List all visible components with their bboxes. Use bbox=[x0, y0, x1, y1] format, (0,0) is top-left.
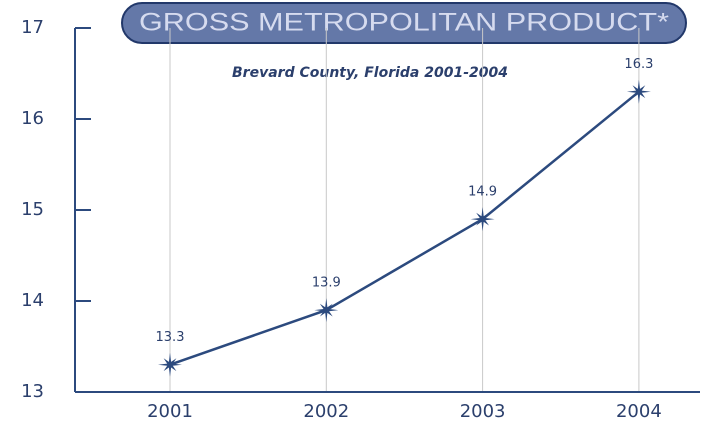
marker bbox=[158, 352, 182, 377]
y-tick-label: 15 bbox=[21, 199, 44, 220]
y-tick-label: 17 bbox=[21, 17, 44, 38]
data-label: 14.9 bbox=[468, 185, 497, 200]
marker bbox=[626, 79, 651, 104]
title-pill bbox=[121, 2, 687, 44]
y-tick-label: 16 bbox=[21, 108, 44, 129]
data-label: 16.3 bbox=[624, 57, 653, 72]
chart-title: GROSS METROPOLITAN PRODUCT* bbox=[139, 9, 669, 37]
x-tick-label: 2004 bbox=[616, 401, 662, 422]
y-tick-label: 13 bbox=[21, 381, 44, 402]
line bbox=[169, 90, 640, 366]
data-label: 13.9 bbox=[312, 276, 341, 291]
marker bbox=[470, 207, 495, 232]
chart-subtitle: Brevard County, Florida 2001-2004 bbox=[232, 65, 508, 81]
x-tick-label: 2001 bbox=[147, 401, 193, 422]
marker bbox=[314, 298, 339, 323]
data-label: 13.3 bbox=[156, 330, 185, 345]
x-tick-label: 2002 bbox=[303, 401, 349, 422]
x-tick-label: 2003 bbox=[460, 401, 506, 422]
y-tick-label: 14 bbox=[21, 290, 44, 311]
